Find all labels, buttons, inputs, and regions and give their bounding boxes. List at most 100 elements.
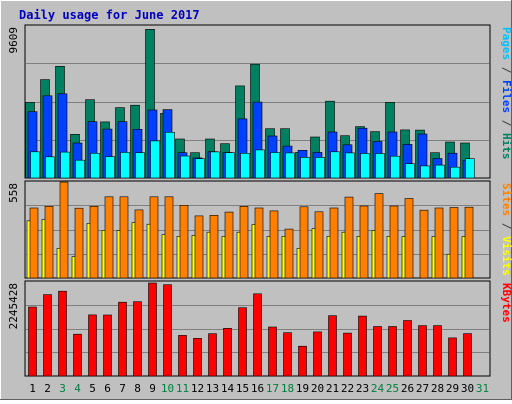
- bar-kbytes-day-15: [238, 307, 247, 377]
- bar-pages-day-26: [405, 163, 415, 179]
- bar-sites-day-13: [209, 215, 219, 279]
- bar-kbytes-day-1: [28, 306, 37, 377]
- bar-kbytes-day-22: [343, 332, 352, 377]
- x-tick-day-8: 8: [134, 382, 141, 395]
- bar-pages-day-18: [285, 152, 295, 179]
- ymax-label-hits-files-pages: 9609: [7, 27, 20, 54]
- bar-sites-day-24: [374, 193, 384, 279]
- x-tick-day-9: 9: [149, 382, 156, 395]
- bar-pages-day-23: [360, 153, 370, 179]
- x-tick-day-4: 4: [74, 382, 81, 395]
- bar-pages-day-17: [270, 152, 280, 179]
- bar-kbytes-day-9: [148, 282, 157, 377]
- bar-pages-day-29: [450, 166, 460, 179]
- bar-sites-day-14: [224, 211, 234, 279]
- bar-sites-day-18: [284, 228, 294, 279]
- x-tick-day-7: 7: [119, 382, 126, 395]
- x-tick-day-10: 10: [161, 382, 174, 395]
- bar-pages-day-15: [240, 153, 250, 179]
- bar-pages-day-6: [105, 156, 115, 179]
- bar-kbytes-day-25: [388, 326, 397, 377]
- legend-part-visits-sites-1: /: [500, 216, 512, 236]
- bar-kbytes-day-13: [208, 333, 217, 377]
- bar-pages-day-25: [390, 155, 400, 179]
- bar-kbytes-day-11: [178, 335, 187, 377]
- bar-pages-day-4: [75, 159, 85, 179]
- bar-pages-day-20: [315, 157, 325, 179]
- bar-sites-day-12: [194, 215, 204, 279]
- x-tick-day-23: 23: [356, 382, 369, 395]
- bar-sites-day-9: [149, 196, 159, 279]
- bar-pages-day-22: [345, 152, 355, 179]
- bar-sites-day-26: [404, 198, 414, 279]
- bar-kbytes-day-16: [253, 293, 262, 377]
- bar-kbytes-day-26: [403, 320, 412, 377]
- x-tick-day-25: 25: [386, 382, 399, 395]
- ymax-label-kbytes: 2245428: [7, 283, 20, 329]
- bar-pages-day-7: [120, 152, 130, 179]
- x-tick-day-19: 19: [296, 382, 309, 395]
- bar-pages-day-12: [195, 158, 205, 179]
- bar-pages-day-16: [255, 149, 265, 179]
- x-tick-day-27: 27: [416, 382, 429, 395]
- bar-sites-day-28: [434, 207, 444, 279]
- x-tick-day-1: 1: [29, 382, 36, 395]
- bar-pages-day-2: [45, 156, 55, 179]
- bar-sites-day-2: [44, 206, 54, 279]
- bar-pages-day-30: [465, 158, 475, 179]
- series-legend-kbytes: KBytes: [500, 283, 512, 323]
- legend-part-hits-files-pages-0: Pages: [500, 27, 512, 60]
- legend-part-hits-files-pages-2: Files: [500, 80, 512, 113]
- x-tick-day-3: 3: [59, 382, 66, 395]
- bar-pages-day-8: [135, 152, 145, 179]
- bar-sites-day-30: [464, 206, 474, 279]
- series-legend-hits-files-pages: Pages / Files / Hits: [500, 27, 512, 160]
- chart-title: Daily usage for June 2017: [19, 8, 200, 22]
- x-tick-day-22: 22: [341, 382, 354, 395]
- bar-kbytes-day-2: [43, 294, 52, 377]
- bar-kbytes-day-18: [283, 332, 292, 377]
- x-tick-day-20: 20: [311, 382, 324, 395]
- x-tick-day-15: 15: [236, 382, 249, 395]
- bar-sites-day-4: [74, 207, 84, 279]
- bar-kbytes-day-24: [373, 326, 382, 377]
- bar-pages-day-1: [30, 151, 40, 179]
- x-tick-day-6: 6: [104, 382, 111, 395]
- x-tick-day-29: 29: [446, 382, 459, 395]
- bar-sites-day-5: [89, 206, 99, 279]
- bar-sites-day-10: [164, 196, 174, 279]
- legend-part-hits-files-pages-1: /: [500, 60, 512, 80]
- legend-part-kbytes-0: KBytes: [500, 283, 512, 323]
- bar-kbytes-day-10: [163, 284, 172, 377]
- bar-kbytes-day-21: [328, 315, 337, 377]
- bar-kbytes-day-19: [298, 345, 307, 377]
- bar-kbytes-day-8: [133, 301, 142, 377]
- x-tick-day-26: 26: [401, 382, 414, 395]
- bar-pages-day-9: [150, 140, 160, 179]
- bar-sites-day-15: [239, 206, 249, 279]
- bar-sites-day-1: [29, 207, 39, 279]
- bar-pages-day-24: [375, 153, 385, 179]
- bar-pages-day-13: [210, 151, 220, 179]
- bar-sites-day-6: [104, 196, 114, 279]
- bar-pages-day-5: [90, 153, 100, 179]
- bar-sites-day-23: [359, 205, 369, 279]
- x-tick-day-18: 18: [281, 382, 294, 395]
- bar-kbytes-day-28: [433, 325, 442, 377]
- bar-sites-day-21: [329, 207, 339, 279]
- x-tick-day-31: 31: [476, 382, 489, 395]
- x-tick-day-5: 5: [89, 382, 96, 395]
- bar-sites-day-27: [419, 209, 429, 279]
- ymax-label-visits-sites: 558: [7, 183, 20, 203]
- bar-sites-day-25: [389, 205, 399, 279]
- bar-pages-day-11: [180, 155, 190, 179]
- bar-sites-day-16: [254, 207, 264, 279]
- legend-part-visits-sites-0: Sites: [500, 183, 512, 216]
- bar-sites-day-19: [299, 206, 309, 279]
- bar-pages-day-28: [435, 164, 445, 179]
- bar-kbytes-day-17: [268, 326, 277, 377]
- x-tick-day-11: 11: [176, 382, 189, 395]
- bar-kbytes-day-20: [313, 331, 322, 377]
